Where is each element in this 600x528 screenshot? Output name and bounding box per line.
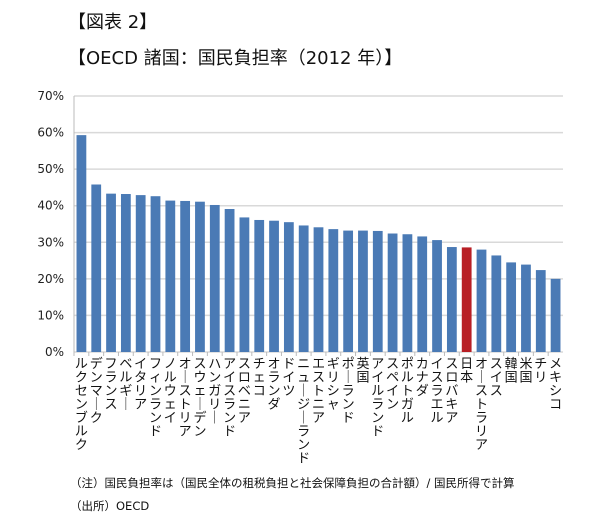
bar: [343, 230, 354, 352]
bar: [535, 270, 546, 352]
figure-label: 【図表 2】: [68, 12, 158, 33]
x-tick-label: ニュ｜ジ｜ランド: [297, 357, 310, 467]
bar: [165, 200, 176, 352]
bar: [106, 193, 116, 352]
y-tick-label: 70%: [37, 89, 64, 103]
x-tick-label: オ｜ストリア: [179, 357, 192, 440]
x-tick-label: ポルトガル: [401, 357, 414, 426]
chart-title: 【OECD 諸国：国民負担率（2012 年）】: [68, 48, 403, 69]
y-tick-label: 20%: [37, 272, 64, 286]
y-tick-label: 30%: [37, 235, 64, 249]
bar: [372, 230, 383, 352]
bar: [120, 194, 131, 352]
x-tick-label: ノルウェイ: [164, 357, 177, 426]
bar: [269, 220, 279, 352]
bar: [432, 240, 442, 352]
y-tick-label: 10%: [37, 308, 64, 322]
y-tick-label: 0%: [45, 345, 64, 359]
bar: [461, 247, 472, 352]
x-tick-label: オランダ: [268, 357, 281, 413]
x-tick-label: ドイツ: [282, 357, 295, 399]
y-tick-label: 40%: [37, 199, 64, 213]
x-tick-label: 日本: [460, 357, 473, 386]
y-tick-label: 60%: [37, 126, 64, 140]
x-tick-label: カナダ: [416, 357, 429, 399]
bar: [417, 236, 428, 352]
x-tick-label: スペイン: [386, 357, 399, 413]
x-tick-label: ルクセンブルク: [75, 357, 88, 453]
x-tick-label: チリ: [534, 357, 547, 386]
x-tick-label: アイルランド: [371, 357, 384, 440]
x-tick-label: ギリシャ: [327, 357, 340, 413]
y-tick-label: 50%: [37, 162, 64, 176]
x-tick-label: 英国: [356, 357, 369, 386]
bar: [283, 222, 294, 352]
x-tick-label: スウェ｜デン: [193, 357, 206, 440]
bar: [313, 227, 324, 352]
bar: [209, 204, 220, 352]
chart-note: （注）国民負担率は（国民全体の租税負担と社会保障負担の合計額）/ 国民所得で計算: [70, 476, 515, 490]
bar: [224, 209, 235, 352]
bar: [387, 233, 398, 352]
x-tick-label: スロバキア: [445, 357, 458, 426]
bar: [91, 184, 102, 352]
x-tick-label: エストニア: [312, 357, 325, 426]
bar: [328, 229, 339, 352]
bar: [150, 196, 161, 352]
x-tick-label: スイス: [490, 357, 503, 399]
x-tick-label: イタリア: [134, 357, 147, 413]
x-tick-label: ポ｜ランド: [342, 357, 355, 426]
bar: [254, 219, 265, 352]
x-tick-label: ベルギ｜: [119, 357, 132, 413]
bar: [195, 201, 205, 352]
x-tick-label: フランス: [105, 357, 118, 413]
bar: [476, 249, 487, 352]
bar: [521, 264, 531, 352]
bar: [402, 234, 413, 352]
x-tick-label: 米国: [519, 357, 532, 386]
x-tick-label: フィンランド: [149, 357, 162, 440]
x-tick-label: イスラエル: [431, 357, 444, 426]
chart-source: （出所）OECD: [70, 499, 150, 513]
bar: [298, 225, 309, 352]
x-tick-label: ハンガリ｜: [208, 357, 221, 426]
bar: [491, 255, 502, 352]
x-tick-label: スロベニア: [238, 357, 251, 426]
x-tick-label: メキシコ: [549, 357, 562, 413]
bar: [76, 135, 87, 352]
bar: [239, 217, 250, 352]
bar: [180, 200, 191, 352]
bar: [446, 247, 457, 352]
x-tick-label: オ｜ストラリア: [475, 357, 488, 453]
bar: [550, 278, 561, 352]
bar: [358, 230, 368, 352]
bar: [506, 262, 517, 352]
bar: [135, 195, 146, 352]
x-tick-label: デンマ｜ク: [90, 356, 103, 426]
x-tick-label: アイスランド: [223, 357, 236, 440]
x-tick-label: 韓国: [505, 357, 518, 386]
x-tick-label: チェコ: [253, 357, 266, 399]
